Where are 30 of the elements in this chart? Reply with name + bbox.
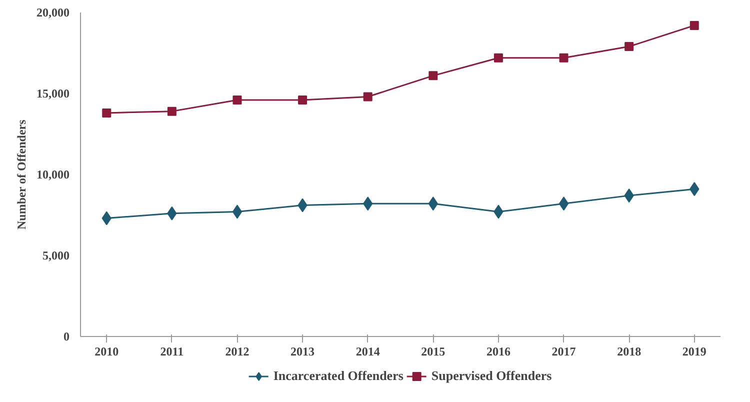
y-tick-label: 10,000 (36, 168, 70, 182)
y-tick-label: 5,000 (42, 248, 70, 262)
point (167, 106, 176, 116)
x-tick-label: 2012 (225, 344, 250, 358)
x-tick-label: 2015 (421, 344, 446, 358)
point (624, 42, 634, 52)
point (363, 92, 372, 102)
y-axis-title: Number of Offenders (14, 119, 28, 230)
point (232, 95, 242, 104)
y-tick-label: 0 (64, 330, 70, 344)
x-tick-label: 2016 (486, 344, 510, 358)
point (494, 53, 503, 62)
point (102, 108, 112, 118)
x-tick-label: 2017 (552, 344, 576, 358)
x-tick-label: 2013 (290, 344, 315, 358)
point (232, 204, 242, 219)
y-tick-label: 15,000 (36, 86, 70, 100)
point (298, 95, 308, 104)
point (690, 20, 699, 30)
x-tick-label: 2018 (617, 344, 642, 358)
point (558, 196, 569, 211)
y-tick-label: 20,000 (36, 6, 70, 20)
point (428, 71, 438, 80)
x-tick-label: 2019 (682, 344, 706, 358)
point (559, 53, 568, 62)
x-tick-label: 2014 (356, 344, 380, 358)
legend-label: Supervised Offenders (431, 368, 552, 384)
x-tick-label: 2010 (94, 344, 119, 358)
legend-label: Incarcerated Offenders (273, 368, 404, 384)
x-tick-label: 2011 (160, 344, 184, 358)
